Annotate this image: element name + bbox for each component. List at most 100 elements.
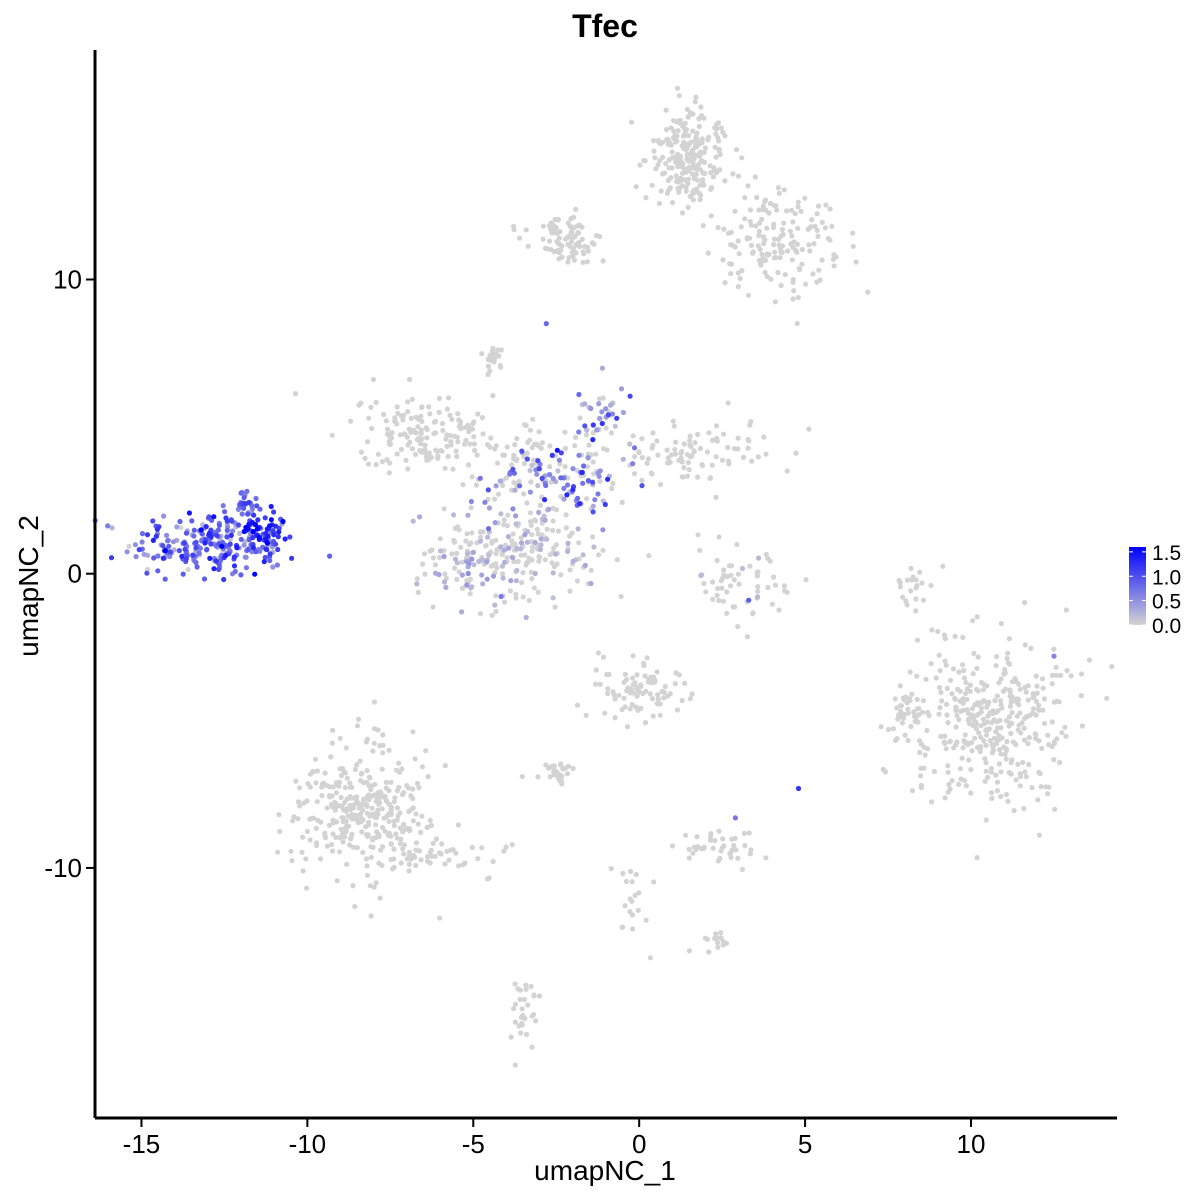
cell-point bbox=[730, 171, 736, 177]
cell-point bbox=[634, 693, 640, 699]
cell-point bbox=[769, 601, 776, 607]
cell-point bbox=[517, 996, 523, 1003]
cell-point bbox=[998, 769, 1004, 775]
cell-point bbox=[686, 168, 692, 174]
cell-point bbox=[768, 276, 774, 282]
cell-point bbox=[590, 430, 596, 436]
cell-point bbox=[555, 216, 562, 222]
cell-point bbox=[967, 682, 974, 688]
cell-point bbox=[735, 623, 741, 630]
cell-point bbox=[722, 133, 728, 139]
cell-point bbox=[1051, 757, 1057, 763]
cell-point bbox=[494, 565, 500, 571]
cell-point bbox=[543, 482, 549, 489]
cell-point bbox=[313, 840, 320, 846]
cell-point bbox=[1025, 683, 1031, 689]
cell-point bbox=[998, 793, 1004, 800]
cell-point bbox=[984, 683, 990, 689]
cell-point bbox=[959, 755, 965, 761]
cell-point bbox=[618, 386, 625, 392]
cell-point bbox=[455, 439, 461, 445]
cell-point bbox=[384, 457, 390, 463]
cell-point bbox=[1028, 645, 1034, 652]
cell-point bbox=[348, 795, 354, 801]
cell-point bbox=[975, 654, 981, 660]
cell-point bbox=[273, 541, 279, 547]
cell-point bbox=[354, 762, 360, 768]
cell-point bbox=[754, 194, 760, 201]
cell-point bbox=[439, 421, 446, 427]
cell-point bbox=[498, 544, 504, 550]
cell-point bbox=[529, 462, 535, 468]
cell-point bbox=[364, 768, 370, 774]
cell-point bbox=[453, 448, 459, 454]
cell-point bbox=[590, 437, 596, 443]
cell-point bbox=[512, 487, 518, 493]
cell-point bbox=[565, 548, 571, 555]
cell-point bbox=[567, 533, 573, 539]
cell-point bbox=[814, 211, 820, 217]
cell-point bbox=[765, 251, 772, 258]
cell-point bbox=[322, 770, 328, 776]
cell-point bbox=[463, 538, 469, 544]
cell-point bbox=[397, 810, 403, 816]
cell-point bbox=[442, 571, 448, 577]
cell-point bbox=[564, 235, 570, 241]
cell-point bbox=[723, 940, 730, 946]
cell-point bbox=[746, 438, 752, 444]
cell-point bbox=[454, 576, 460, 583]
cell-point bbox=[988, 790, 995, 796]
cell-point bbox=[662, 170, 668, 176]
cell-point bbox=[338, 794, 344, 801]
cell-point bbox=[1023, 774, 1029, 780]
cell-point bbox=[627, 393, 633, 399]
cell-point bbox=[554, 561, 560, 567]
cell-point bbox=[255, 517, 261, 523]
cell-point bbox=[994, 654, 1000, 660]
cell-point bbox=[189, 518, 195, 524]
cell-point bbox=[599, 409, 605, 415]
cell-point bbox=[570, 253, 576, 259]
cell-point bbox=[710, 579, 716, 585]
cell-point bbox=[511, 480, 517, 486]
cell-point bbox=[593, 667, 599, 673]
cell-point bbox=[989, 711, 995, 717]
cell-point bbox=[427, 817, 433, 823]
cell-point bbox=[1049, 681, 1055, 687]
cell-point bbox=[428, 822, 434, 829]
cell-point bbox=[450, 847, 456, 853]
cell-point bbox=[444, 848, 450, 855]
cell-point bbox=[264, 540, 271, 546]
cell-point bbox=[167, 549, 173, 555]
cell-point bbox=[1036, 702, 1042, 709]
cell-point bbox=[534, 471, 540, 477]
cell-point bbox=[391, 799, 397, 805]
cell-point bbox=[987, 737, 993, 744]
cell-point bbox=[245, 511, 251, 517]
cell-point bbox=[241, 495, 247, 501]
cell-point bbox=[250, 535, 256, 541]
cell-point bbox=[639, 454, 645, 461]
cell-point bbox=[469, 426, 476, 432]
cell-point bbox=[170, 539, 177, 545]
cell-point bbox=[667, 691, 673, 697]
cell-point bbox=[1000, 688, 1007, 695]
cell-point bbox=[1021, 805, 1027, 812]
cell-point bbox=[756, 228, 762, 234]
cell-point bbox=[644, 655, 650, 661]
cell-point bbox=[410, 795, 416, 802]
cell-point bbox=[1015, 761, 1021, 767]
cell-point bbox=[647, 955, 654, 961]
cell-point bbox=[716, 138, 722, 144]
cell-point bbox=[340, 839, 346, 845]
color-legend: 0.00.51.01.5 bbox=[1129, 542, 1181, 638]
cell-point bbox=[913, 577, 919, 583]
cell-point bbox=[671, 423, 677, 429]
cell-point bbox=[929, 627, 935, 633]
cell-point bbox=[395, 410, 401, 416]
cell-point bbox=[229, 528, 236, 534]
cell-point bbox=[582, 243, 588, 250]
cell-point bbox=[649, 445, 655, 451]
cell-point bbox=[246, 521, 252, 527]
cell-point bbox=[514, 436, 520, 442]
